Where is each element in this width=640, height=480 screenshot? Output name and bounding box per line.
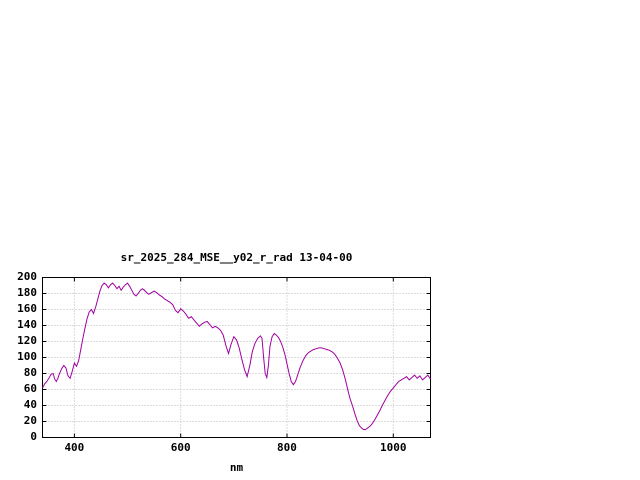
y-tick-label: 140	[17, 318, 37, 331]
y-tick-label: 80	[23, 366, 37, 379]
y-tick-label: 0	[30, 430, 37, 443]
spectrum-chart	[42, 277, 431, 438]
y-tick-label: 40	[23, 398, 37, 411]
x-tick-label: 400	[64, 441, 85, 454]
x-tick-label: 1000	[380, 441, 407, 454]
x-axis-title: nm	[229, 461, 244, 474]
y-tick-label: 60	[23, 382, 37, 395]
plot-border	[42, 277, 431, 438]
y-tick-label: 120	[17, 334, 37, 347]
x-tick-label: 600	[170, 441, 191, 454]
y-tick-label: 180	[17, 286, 37, 299]
x-tick-label: 800	[277, 441, 297, 454]
y-tick-label: 100	[17, 350, 37, 363]
spectrum-line	[42, 282, 431, 430]
y-tick-label: 20	[23, 414, 37, 427]
y-tick-label: 200	[17, 270, 37, 283]
chart-title: sr_2025_284_MSE__y02_r_rad 13-04-00	[120, 251, 353, 264]
y-tick-label: 160	[17, 302, 37, 315]
